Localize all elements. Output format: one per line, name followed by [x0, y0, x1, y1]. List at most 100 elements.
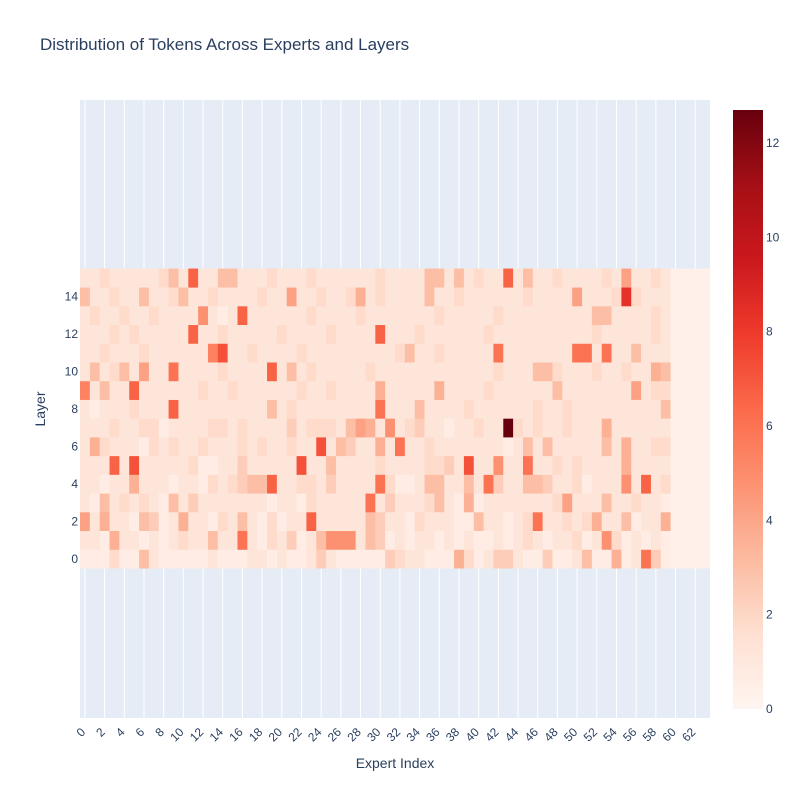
heatmap-cell[interactable]	[345, 474, 356, 494]
heatmap-cell[interactable]	[227, 549, 238, 569]
heatmap-cell[interactable]	[414, 455, 425, 475]
heatmap-cell[interactable]	[168, 343, 179, 363]
heatmap-cell[interactable]	[89, 530, 100, 550]
heatmap-cell[interactable]	[89, 474, 100, 494]
heatmap-cell[interactable]	[562, 324, 573, 344]
heatmap-cell[interactable]	[414, 512, 425, 532]
heatmap-cell[interactable]	[463, 399, 475, 419]
heatmap-cell[interactable]	[700, 380, 711, 400]
heatmap-cell[interactable]	[148, 418, 160, 438]
heatmap-cell[interactable]	[631, 324, 642, 344]
heatmap-cell[interactable]	[168, 474, 179, 494]
heatmap-cell[interactable]	[463, 306, 475, 326]
heatmap-cell[interactable]	[542, 324, 553, 344]
heatmap-cell[interactable]	[306, 380, 317, 400]
heatmap-cell[interactable]	[562, 380, 573, 400]
heatmap-cell[interactable]	[178, 474, 189, 494]
heatmap-cell[interactable]	[641, 306, 652, 326]
heatmap-cell[interactable]	[700, 418, 711, 438]
heatmap-cell[interactable]	[483, 493, 494, 513]
heatmap-cell[interactable]	[109, 418, 120, 438]
heatmap-cell[interactable]	[99, 530, 110, 550]
heatmap-cell[interactable]	[641, 549, 652, 569]
heatmap-cell[interactable]	[493, 437, 504, 457]
heatmap-cell[interactable]	[444, 399, 455, 419]
heatmap-cell[interactable]	[168, 362, 179, 382]
heatmap-cell[interactable]	[267, 455, 278, 475]
heatmap-cell[interactable]	[404, 287, 415, 307]
heatmap-cell[interactable]	[473, 437, 484, 457]
heatmap-cell[interactable]	[296, 474, 307, 494]
heatmap-cell[interactable]	[601, 287, 612, 307]
heatmap-cell[interactable]	[493, 512, 504, 532]
heatmap-cell[interactable]	[247, 399, 258, 419]
heatmap-cell[interactable]	[227, 324, 238, 344]
heatmap-cell[interactable]	[680, 418, 691, 438]
heatmap-cell[interactable]	[572, 343, 583, 363]
heatmap-cell[interactable]	[257, 493, 268, 513]
heatmap-cell[interactable]	[158, 437, 169, 457]
heatmap-cell[interactable]	[650, 287, 662, 307]
heatmap-cell[interactable]	[119, 287, 130, 307]
heatmap-cell[interactable]	[631, 399, 642, 419]
heatmap-cell[interactable]	[345, 455, 356, 475]
heatmap-cell[interactable]	[178, 512, 189, 532]
heatmap-cell[interactable]	[326, 362, 337, 382]
heatmap-cell[interactable]	[601, 362, 612, 382]
heatmap-cell[interactable]	[650, 418, 662, 438]
heatmap-cell[interactable]	[207, 549, 219, 569]
heatmap-cell[interactable]	[365, 287, 376, 307]
heatmap-cell[interactable]	[89, 549, 100, 569]
heatmap-cell[interactable]	[139, 455, 150, 475]
heatmap-cell[interactable]	[89, 268, 100, 288]
heatmap-cell[interactable]	[591, 455, 603, 475]
heatmap-cell[interactable]	[217, 549, 228, 569]
heatmap-cell[interactable]	[296, 437, 307, 457]
heatmap-cell[interactable]	[513, 512, 524, 532]
heatmap-cell[interactable]	[700, 437, 711, 457]
heatmap-cell[interactable]	[385, 418, 396, 438]
heatmap-cell[interactable]	[591, 399, 603, 419]
heatmap-cell[interactable]	[463, 418, 475, 438]
heatmap-cell[interactable]	[552, 455, 563, 475]
heatmap-cell[interactable]	[552, 474, 563, 494]
heatmap-cell[interactable]	[542, 343, 553, 363]
heatmap-cell[interactable]	[532, 530, 543, 550]
heatmap-cell[interactable]	[109, 362, 120, 382]
heatmap-cell[interactable]	[513, 343, 524, 363]
heatmap-cell[interactable]	[99, 287, 110, 307]
heatmap-cell[interactable]	[463, 549, 475, 569]
heatmap-cell[interactable]	[414, 380, 425, 400]
heatmap-cell[interactable]	[395, 380, 406, 400]
heatmap-cell[interactable]	[385, 474, 396, 494]
heatmap-cell[interactable]	[542, 474, 553, 494]
heatmap-cell[interactable]	[375, 549, 386, 569]
heatmap-cell[interactable]	[198, 437, 209, 457]
heatmap-cell[interactable]	[355, 512, 366, 532]
heatmap-cell[interactable]	[247, 512, 258, 532]
heatmap-cell[interactable]	[306, 474, 317, 494]
heatmap-cell[interactable]	[247, 324, 258, 344]
heatmap-cell[interactable]	[355, 455, 366, 475]
heatmap-cell[interactable]	[552, 512, 563, 532]
heatmap-cell[interactable]	[267, 549, 278, 569]
heatmap-cell[interactable]	[532, 418, 543, 438]
heatmap-cell[interactable]	[355, 306, 366, 326]
heatmap-cell[interactable]	[286, 418, 297, 438]
heatmap-cell[interactable]	[168, 399, 179, 419]
heatmap-cell[interactable]	[385, 437, 396, 457]
heatmap-cell[interactable]	[276, 474, 288, 494]
heatmap-cell[interactable]	[680, 493, 691, 513]
heatmap-cell[interactable]	[139, 399, 150, 419]
heatmap-cell[interactable]	[385, 455, 396, 475]
heatmap-cell[interactable]	[700, 399, 711, 419]
heatmap-cell[interactable]	[483, 437, 494, 457]
heatmap-cell[interactable]	[99, 418, 110, 438]
heatmap-cell[interactable]	[129, 455, 140, 475]
heatmap-cell[interactable]	[631, 380, 642, 400]
heatmap-cell[interactable]	[670, 324, 681, 344]
heatmap-cell[interactable]	[296, 306, 307, 326]
heatmap-cell[interactable]	[562, 549, 573, 569]
heatmap-cell[interactable]	[562, 268, 573, 288]
heatmap-cell[interactable]	[375, 324, 386, 344]
